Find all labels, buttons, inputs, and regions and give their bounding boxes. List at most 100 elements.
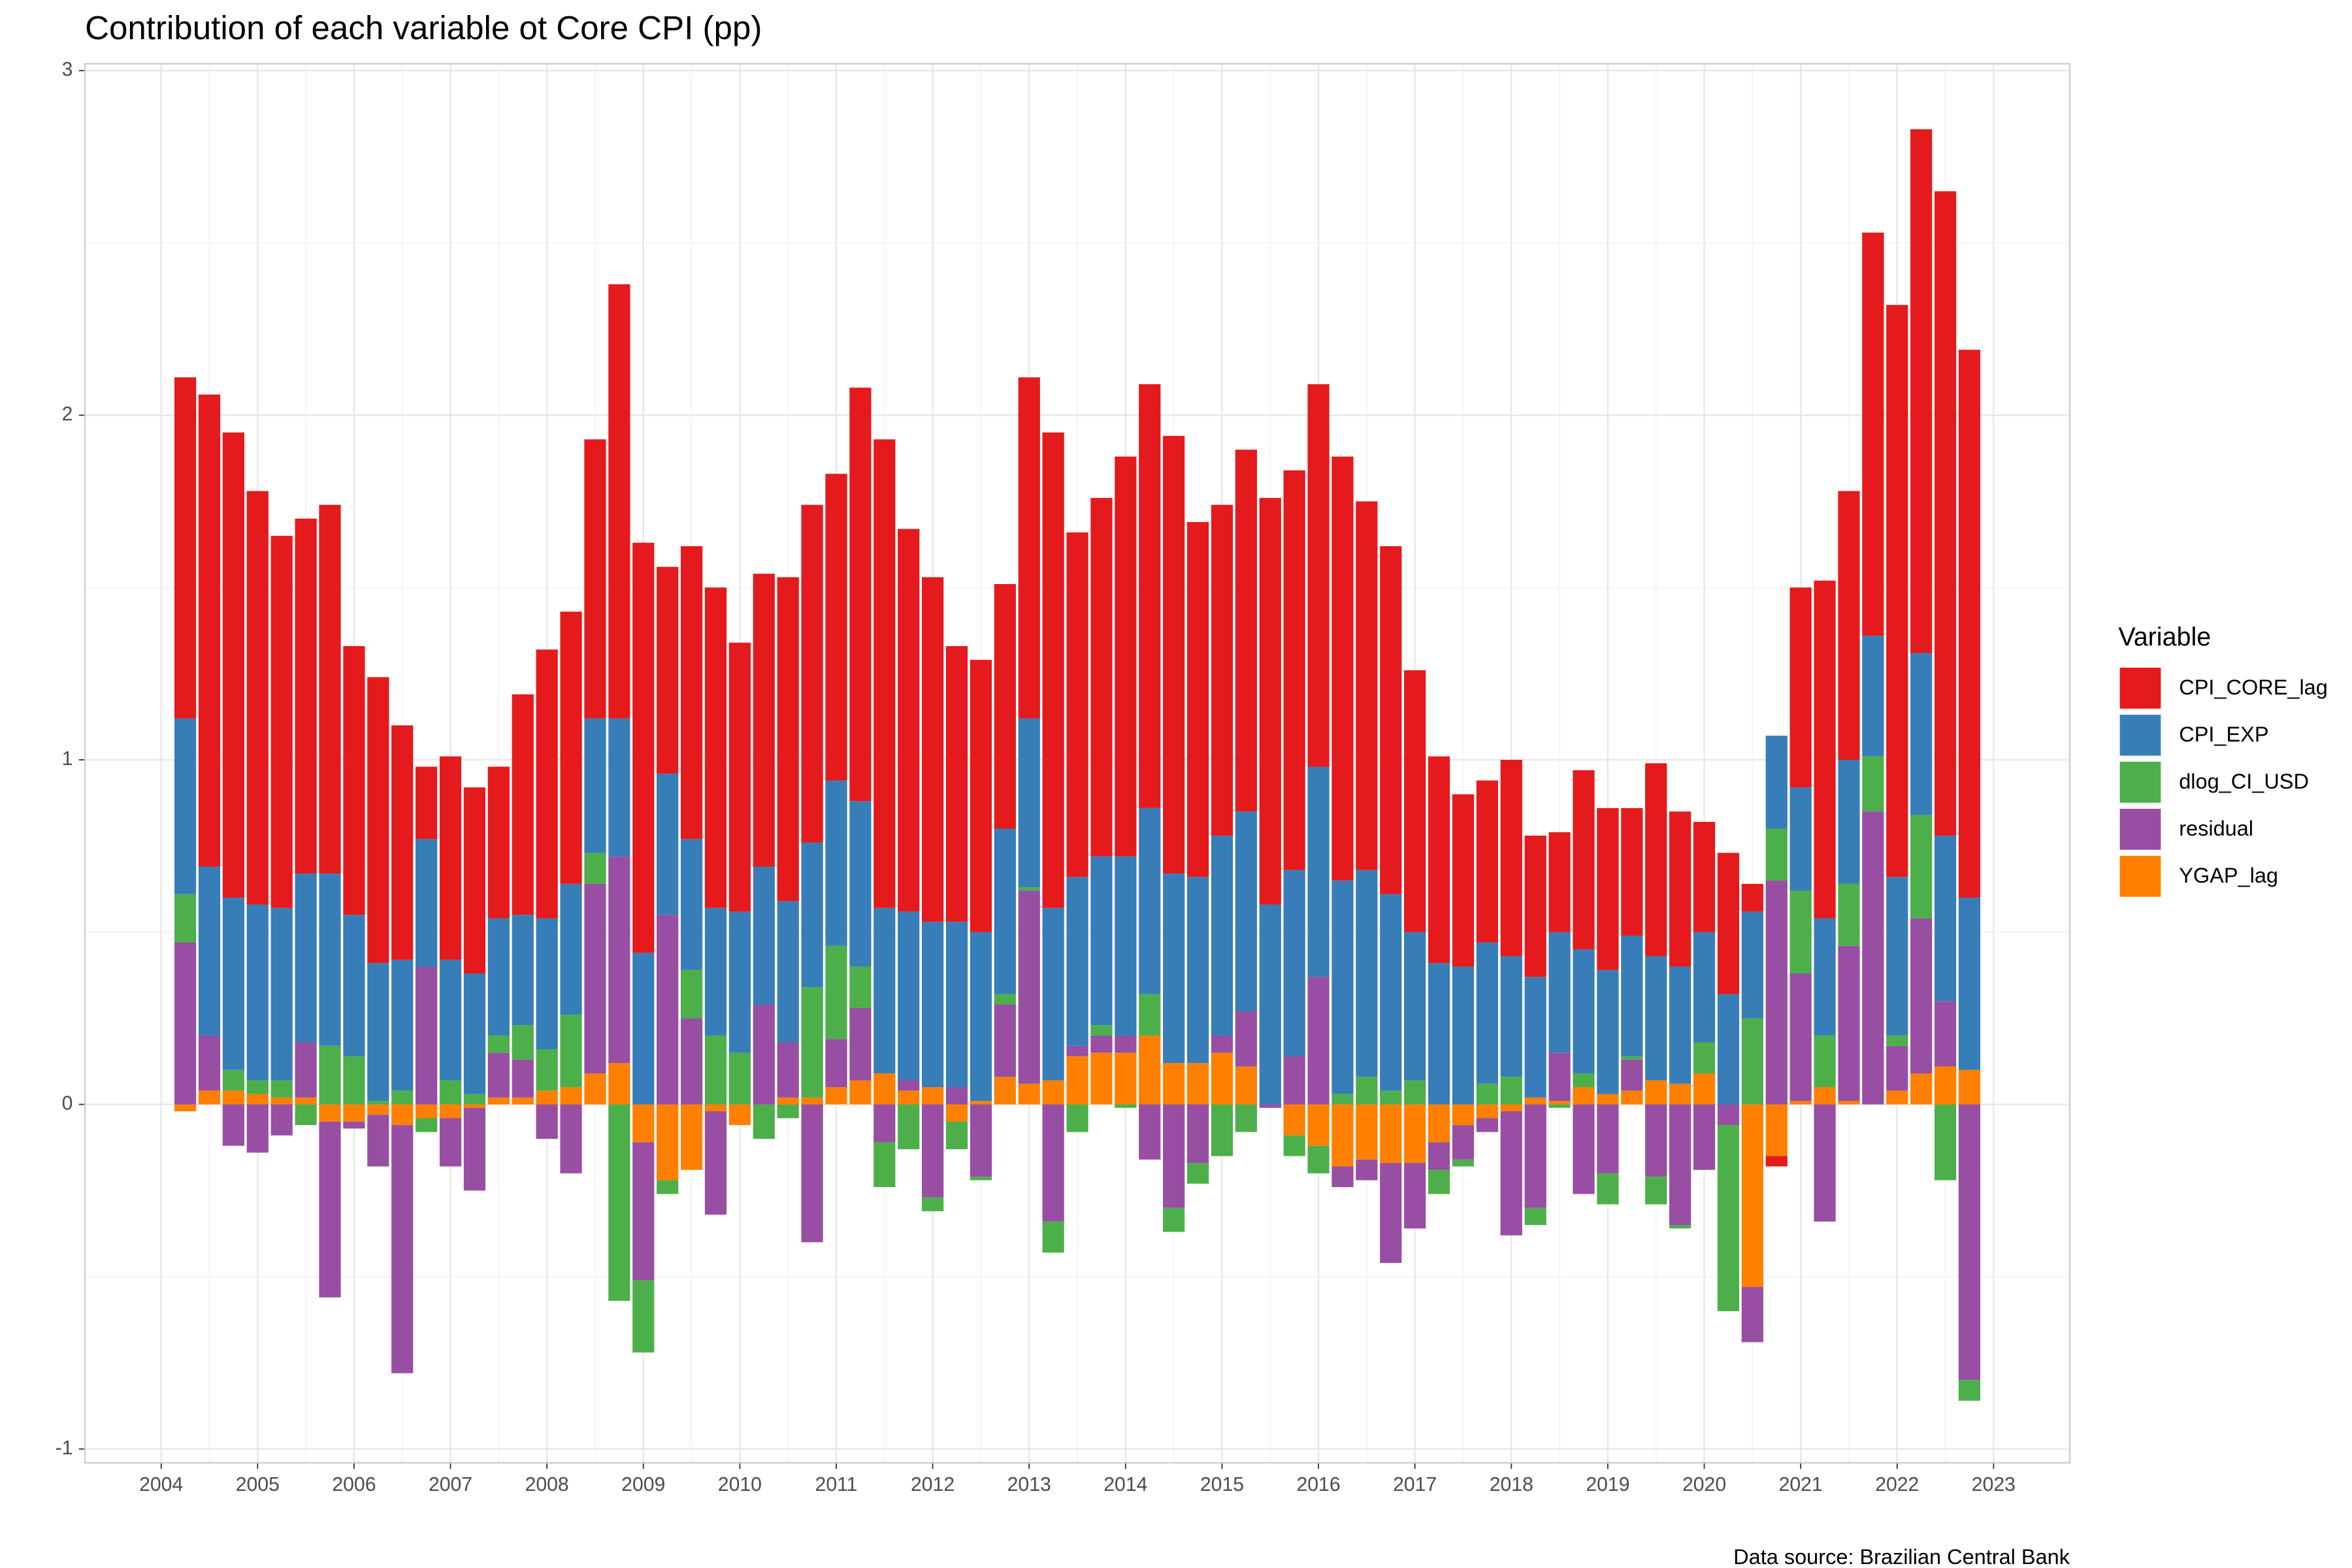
bar-segment (728, 1053, 751, 1105)
x-tick-label: 2010 (718, 1474, 762, 1495)
bar-segment (584, 883, 606, 1073)
bar-segment (777, 1097, 799, 1105)
legend-label: dlog_CI_USD (2179, 770, 2309, 793)
bar-segment (1331, 456, 1354, 881)
bar-segment (1789, 890, 1812, 974)
bar-segment (1404, 1163, 1426, 1229)
bar-segment (560, 883, 582, 1015)
bar-segment (1765, 828, 1788, 881)
bar-segment (1452, 966, 1475, 1105)
bar-segment (1789, 973, 1812, 1102)
bar-segment (704, 907, 727, 1036)
bar-segment (1283, 1056, 1305, 1105)
bar-segment (1163, 436, 1185, 874)
bar-segment (1476, 1118, 1499, 1132)
bar-segment (1018, 887, 1040, 891)
bar-segment (1428, 756, 1450, 964)
bar-segment (1404, 670, 1426, 932)
bar-segment (1090, 1035, 1113, 1053)
bar-segment (632, 1142, 655, 1281)
bar-segment (198, 1090, 221, 1105)
bar-segment (1307, 1145, 1330, 1173)
bar-segment (1693, 1104, 1716, 1170)
bar-segment (945, 645, 968, 922)
bar-segment (1115, 1035, 1137, 1053)
x-tick-label: 2020 (1682, 1474, 1726, 1495)
x-tick-label: 2011 (815, 1474, 858, 1495)
bar-segment (1090, 1025, 1113, 1036)
bar-segment (1186, 1063, 1209, 1105)
bar-segment (1139, 1035, 1161, 1105)
bar-segment (657, 1180, 679, 1194)
bar-segment (391, 1090, 414, 1105)
bar-segment (1235, 1066, 1257, 1105)
bar-segment (1645, 1080, 1667, 1105)
bar-segment (295, 1042, 317, 1098)
bar-segment (970, 932, 992, 1102)
bar-segment (1452, 1104, 1475, 1126)
bar-segment (1910, 815, 1933, 919)
bar-segment (680, 1018, 703, 1105)
x-tick-label: 2022 (1875, 1474, 1919, 1495)
bar-segment (898, 1104, 920, 1149)
legend-key (2119, 855, 2161, 897)
bar-segment (1717, 994, 1740, 1105)
bar-segment (922, 1197, 944, 1211)
bar-segment (1090, 498, 1113, 857)
bar-segment (1380, 894, 1402, 1091)
bar-segment (1380, 1163, 1402, 1264)
bar-segment (1573, 949, 1595, 1073)
bar-segment (319, 1045, 341, 1105)
bar-segment (198, 394, 221, 867)
bar-segment (608, 284, 630, 719)
bar-segment (270, 1104, 293, 1135)
x-tick-label: 2014 (1103, 1474, 1147, 1495)
bar-segment (1235, 811, 1257, 1012)
bar-segment (1621, 935, 1643, 1056)
bar-segment (898, 1090, 920, 1105)
bar-segment (1741, 1018, 1763, 1105)
bar-segment (632, 542, 655, 953)
bar-segment (198, 1035, 221, 1091)
bar-segment (512, 915, 534, 1026)
bar-segment (632, 1280, 655, 1353)
bar-segment (849, 1007, 872, 1081)
bar-segment (416, 966, 438, 1105)
bar-segment (1259, 498, 1281, 905)
x-tick-label: 2005 (236, 1474, 280, 1495)
legend-key (2119, 714, 2161, 756)
bar-segment (874, 1073, 896, 1105)
bar-segment (922, 577, 944, 922)
bar-segment (319, 1104, 341, 1122)
bar-segment (439, 1080, 462, 1105)
bar-segment (487, 918, 510, 1036)
legend-label: CPI_CORE_lag (2179, 676, 2328, 699)
bar-segment (1573, 1104, 1595, 1194)
bar-segment (270, 1097, 293, 1105)
bar-segment (560, 1015, 582, 1088)
bar-segment (1958, 1070, 1981, 1105)
bar-segment (1018, 890, 1040, 1084)
bar-segment (1042, 432, 1064, 908)
bar-segment (849, 801, 872, 967)
bar-segment (319, 874, 341, 1046)
bar-segment (1404, 1080, 1426, 1105)
bar-segment (1548, 1104, 1571, 1108)
bar-segment (777, 1042, 799, 1098)
bar-segment (1693, 1042, 1716, 1073)
bar-segment (439, 959, 462, 1081)
bar-segment (922, 1087, 944, 1105)
bar-segment (874, 1142, 896, 1188)
bar-segment (1862, 232, 1884, 636)
bar-segment (849, 966, 872, 1008)
y-tick-label: 0 (62, 1092, 73, 1114)
bar-segment (1163, 1104, 1185, 1208)
bar-segment (1235, 1104, 1257, 1132)
bar-segment (1886, 1035, 1908, 1046)
bar-segment (1741, 1286, 1763, 1343)
bar-segment (1645, 1104, 1667, 1177)
bar-segment (657, 915, 679, 1105)
bar-segment (536, 1090, 558, 1105)
bar-segment (1838, 945, 1860, 1102)
